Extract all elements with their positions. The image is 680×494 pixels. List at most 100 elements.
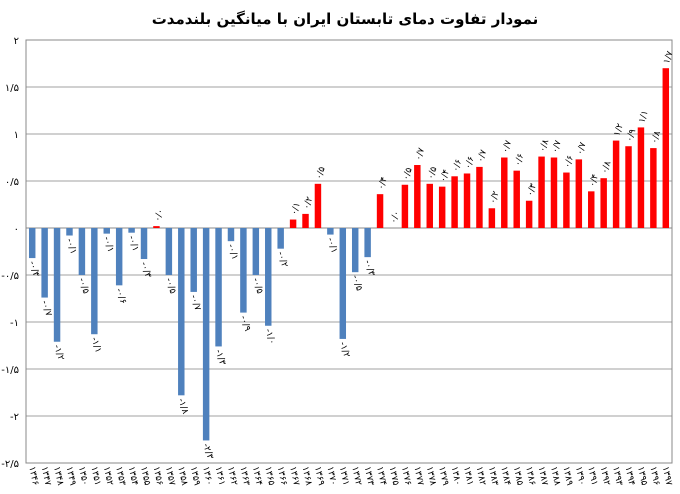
y-tick-label: -۱/۵ — [1, 365, 19, 376]
data-label: ۰/۷ — [414, 147, 427, 162]
bar — [662, 68, 670, 228]
data-label: -۰/۹ — [238, 314, 252, 332]
data-label: -۰/۳ — [26, 260, 40, 278]
bar — [476, 166, 483, 228]
data-label: ۰/۷ — [501, 139, 514, 154]
data-label: ۰/۹ — [625, 128, 638, 143]
x-tick-label: ۱۳۹۱ — [585, 466, 599, 487]
x-tick-label: ۱۳۶۳ — [237, 466, 251, 487]
data-label: ۰/۰ — [153, 208, 166, 223]
bar — [575, 159, 583, 228]
x-tick-label: ۱۳۸۶ — [523, 466, 537, 487]
x-tick-label: ۱۳۵۵ — [138, 466, 152, 487]
y-tick-label: ۰ — [14, 224, 19, 235]
bar — [66, 228, 73, 236]
bar — [376, 194, 384, 228]
bar — [612, 140, 620, 228]
x-tick-label: ۱۳۹۷ — [660, 466, 674, 487]
bar — [53, 228, 61, 342]
x-tick-label: ۱۳۵۶ — [151, 466, 165, 487]
data-label: -۰/۷ — [39, 299, 53, 317]
bar — [78, 228, 86, 275]
bar — [103, 228, 110, 234]
data-label: ۰/۸ — [650, 130, 663, 145]
x-tick-label: ۱۳۷۳ — [362, 466, 376, 487]
bar — [327, 228, 334, 235]
bar — [153, 226, 160, 228]
data-label: ۰/۶ — [451, 158, 464, 173]
y-tick-label: ۱/۵ — [5, 83, 19, 94]
x-tick-label: ۱۳۸۷ — [536, 466, 550, 487]
x-tick-label: ۱۳۶۸ — [300, 466, 314, 487]
x-tick-label: ۱۳۶۱ — [213, 466, 227, 487]
bar — [488, 208, 496, 228]
bar — [600, 178, 607, 228]
chart-title: نمودار تفاوت دمای تابستان ایران با میانگ… — [152, 10, 539, 28]
x-tick-label: ۱۳۴۹ — [64, 466, 78, 487]
bar — [637, 127, 645, 228]
x-tick-label: ۱۳۷۲ — [349, 466, 363, 487]
x-tick-label: ۱۳۸۸ — [548, 466, 562, 487]
data-label: ۱/۷ — [662, 50, 675, 65]
x-tick-label: ۱۳۶۰ — [200, 466, 214, 487]
x-tick-label: ۱۳۴۸ — [51, 466, 65, 487]
data-label: -۱/۲ — [51, 344, 65, 362]
grid-layer — [25, 39, 673, 464]
data-label: -۰/۱ — [225, 243, 239, 261]
x-tick-label: ۱۳۹۳ — [610, 466, 624, 487]
data-label: ۰/۷ — [550, 139, 563, 154]
bar — [302, 213, 309, 228]
bar — [140, 228, 148, 260]
x-tick-label: ۱۳۷۰ — [324, 466, 338, 487]
data-label: -۰/۱ — [64, 237, 78, 255]
bar — [525, 200, 533, 228]
bar — [650, 148, 657, 228]
data-label: -۰/۵ — [76, 277, 90, 295]
bar — [314, 183, 322, 228]
data-label: -۱/۸ — [175, 397, 189, 415]
bar — [190, 228, 197, 292]
bar — [588, 191, 595, 228]
x-tick-label: ۱۳۵۴ — [126, 466, 140, 487]
data-label: -۰/۱ — [325, 236, 339, 254]
bar — [240, 228, 247, 313]
x-tick-label: ۱۳۹۵ — [635, 466, 649, 487]
data-label: ۰/۶ — [563, 154, 576, 169]
data-label: ۰/۵ — [401, 166, 414, 181]
data-label: -۰/۱ — [101, 235, 115, 253]
data-label: ۰/۵ — [426, 165, 439, 180]
bar — [252, 228, 260, 275]
y-tick-label: -۱ — [10, 318, 19, 329]
data-label: ۰/۵ — [314, 165, 327, 180]
data-label: ۰/۴ — [588, 173, 601, 188]
bar — [178, 228, 185, 396]
x-tick-label: ۱۳۷۶ — [399, 466, 413, 487]
x-tick-label: ۱۳۶۶ — [275, 466, 289, 487]
x-tick-label: ۱۳۹۶ — [647, 466, 661, 487]
data-label: -۰/۳ — [362, 259, 376, 277]
data-label: ۰/۷ — [476, 149, 489, 164]
bar — [41, 228, 48, 298]
data-label: -۰/۵ — [163, 277, 177, 295]
y-tick-label: ۱ — [14, 130, 19, 141]
bar — [550, 157, 558, 228]
data-label: ۰/۸ — [538, 138, 551, 153]
data-label: ۰/۷ — [575, 141, 588, 156]
bar — [265, 228, 272, 326]
x-tick-label: ۱۳۷۸ — [424, 466, 438, 487]
x-tick-label: ۱۳۸۲ — [474, 466, 488, 487]
x-tick-label: ۱۳۵۷ — [163, 466, 177, 487]
data-label: -۰/۷ — [188, 294, 202, 312]
data-label: ۰/۱ — [289, 201, 302, 216]
bar — [215, 228, 222, 347]
x-tick-label: ۱۳۶۲ — [225, 466, 239, 487]
x-tick-label: ۱۳۶۷ — [287, 466, 301, 487]
data-label: ۱/۲ — [612, 122, 625, 137]
x-tick-label: ۱۳۶۵ — [262, 466, 276, 487]
data-label: -۰/۵ — [250, 277, 264, 295]
bar — [513, 170, 520, 228]
y-tick-label: ۲ — [14, 36, 19, 47]
x-tick-label: ۱۳۵۳ — [113, 466, 127, 487]
